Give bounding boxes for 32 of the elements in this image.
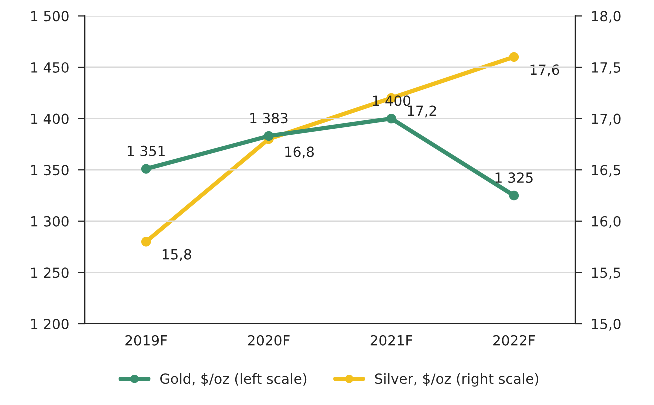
y2-tick-label: 18,0	[592, 11, 621, 24]
data-label: 17,2	[408, 106, 436, 118]
y-tick-label: 1 250	[32, 268, 69, 278]
point	[509, 52, 520, 62]
point	[386, 114, 396, 124]
data-label: 1 383	[250, 113, 288, 124]
x-tick-label: 2021F	[370, 335, 412, 346]
y-tick-label: 1 350	[32, 165, 69, 176]
y2-tick-label: 16,0	[592, 216, 621, 228]
y2-tick-label: 15,0	[592, 318, 621, 331]
y-tick-label: 1 400	[32, 114, 69, 124]
x-tick-label: 2019F	[126, 335, 168, 346]
y-tick-label: 1 500	[32, 11, 69, 22]
y2-tick-label: 17,0	[592, 114, 621, 126]
y-tick-label: 1 450	[32, 62, 69, 73]
point	[509, 190, 520, 201]
data-label: 1 351	[128, 146, 165, 156]
x-tick-label: 2020F	[248, 335, 290, 346]
point	[141, 164, 152, 174]
y2-tick-label: 15,5	[592, 268, 621, 280]
data-label: 15,8	[162, 249, 192, 262]
legend-label: Gold, $/oz (left scale)	[160, 373, 307, 386]
legend-label: Silver, $/oz (right scale)	[375, 373, 538, 387]
y2-tick-label: 17,5	[592, 62, 621, 74]
point	[264, 131, 274, 142]
y-tick-label: 1 200	[32, 318, 69, 330]
data-label: 16,8	[286, 146, 314, 159]
y-tick-label: 1 300	[32, 216, 69, 227]
x-tick-label: 2022F	[494, 335, 536, 346]
point	[141, 237, 152, 247]
data-label: 1 325	[496, 172, 533, 184]
y2-tick-label: 16,5	[592, 165, 621, 177]
